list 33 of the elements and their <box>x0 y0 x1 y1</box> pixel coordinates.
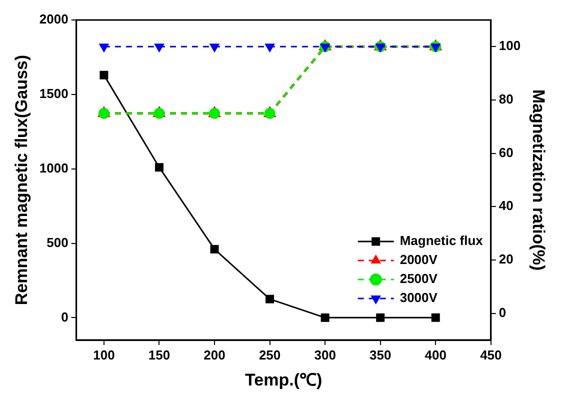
y-tick-label: 1500 <box>39 86 68 101</box>
x-tick-label: 200 <box>204 347 226 362</box>
y-axis-title: Remnant magnetic flux(Gauss) <box>12 54 31 306</box>
point <box>266 294 274 304</box>
point <box>376 313 385 322</box>
x-tick-label: 350 <box>370 347 392 362</box>
y2-tick-label: 40 <box>498 198 514 214</box>
x-tick-label: 450 <box>480 347 502 362</box>
y2-tick-label: 60 <box>498 144 514 160</box>
x-tick-label: 250 <box>258 347 281 362</box>
y-tick-label: 2000 <box>39 12 68 27</box>
x-tick-label: 400 <box>424 347 446 362</box>
legend-label: 3000V <box>400 290 438 306</box>
y2-tick-label: 20 <box>498 252 514 267</box>
point <box>154 163 164 172</box>
y2-tick-label: 0 <box>498 304 506 320</box>
y-tick-label: 500 <box>46 234 68 250</box>
point <box>320 313 330 322</box>
x-tick-label: 100 <box>93 347 115 362</box>
legend-label: 2000V <box>400 252 438 268</box>
point <box>100 70 108 80</box>
y-tick-label: 0 <box>61 309 68 324</box>
legend-label: Magnetic flux <box>400 233 484 248</box>
point <box>210 244 219 254</box>
legend-label: 2500V <box>400 271 438 286</box>
y2-tick-label: 100 <box>498 38 521 54</box>
y2-tick-label: 80 <box>498 92 514 107</box>
point <box>431 313 440 322</box>
x-tick-label: 300 <box>314 347 336 362</box>
y2-axis-title: Magnetization ratio(%) <box>529 89 548 271</box>
y-tick-label: 1000 <box>39 160 68 176</box>
x-tick-label: 150 <box>148 347 170 362</box>
x-axis-title: Temp.(℃) <box>245 370 322 390</box>
